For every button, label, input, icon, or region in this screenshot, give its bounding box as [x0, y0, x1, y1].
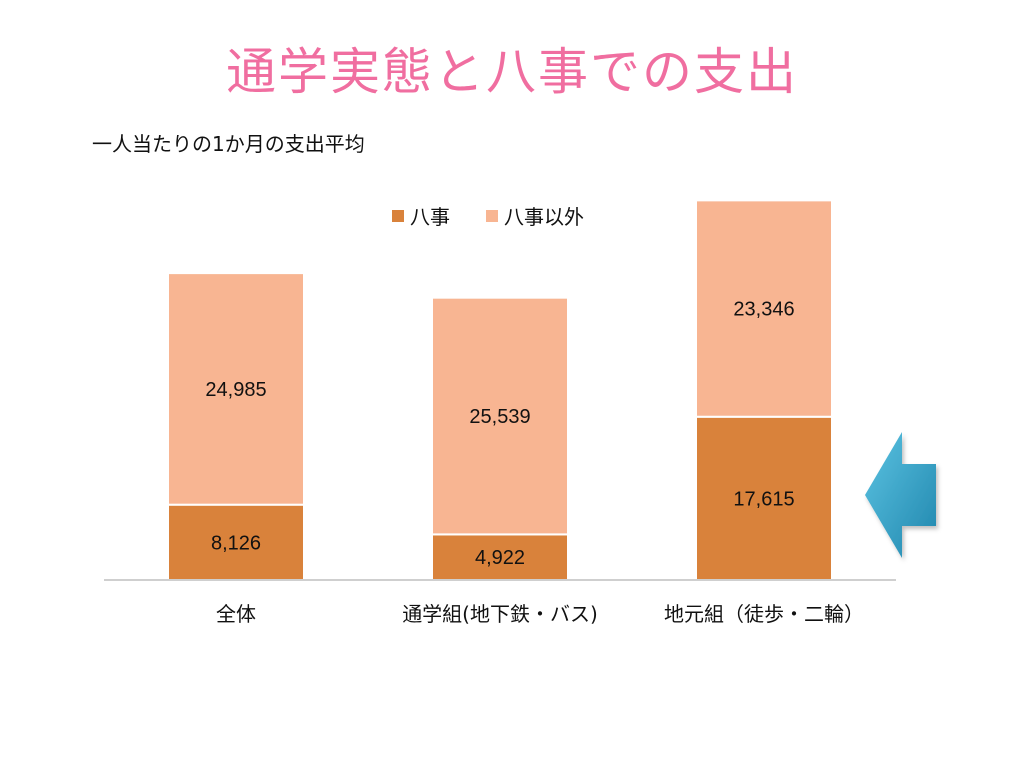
data-label-other-0: 24,985	[205, 379, 266, 401]
data-labels-group: 8,126 24,985 4,922 25,539 17,615 23,346	[205, 299, 794, 570]
chart-subtitle: 一人当たりの1か月の支出平均	[92, 132, 365, 156]
legend-swatch-other	[486, 210, 498, 222]
x-tick-label-2: 地元組（徒歩・二輪）	[664, 602, 864, 626]
slide-title: 通学実態と八事での支出	[226, 43, 798, 101]
x-tick-labels: 全体 通学組(地下鉄・バス) 地元組（徒歩・二輪）	[216, 602, 864, 626]
x-tick-label-0: 全体	[216, 602, 256, 626]
chart-legend: 八事 八事以外	[392, 205, 584, 229]
data-label-other-2: 23,346	[733, 299, 794, 321]
x-tick-label-1: 通学組(地下鉄・バス)	[402, 602, 598, 626]
data-label-yagoto-2: 17,615	[733, 488, 794, 510]
bar-yagoto-1	[431, 533, 569, 582]
bar-other-0	[167, 272, 305, 506]
highlight-arrow-icon	[865, 432, 936, 558]
bar-yagoto-2	[695, 415, 833, 581]
data-label-yagoto-0: 8,126	[211, 532, 261, 554]
legend-label-other: 八事以外	[504, 205, 584, 229]
legend-swatch-yagoto	[392, 210, 404, 222]
data-label-yagoto-1: 4,922	[475, 547, 525, 569]
bars-group	[167, 199, 833, 582]
bar-other-1	[431, 296, 569, 536]
legend-label-yagoto: 八事	[410, 205, 450, 229]
bar-other-2	[695, 199, 833, 418]
data-label-other-1: 25,539	[469, 406, 530, 428]
